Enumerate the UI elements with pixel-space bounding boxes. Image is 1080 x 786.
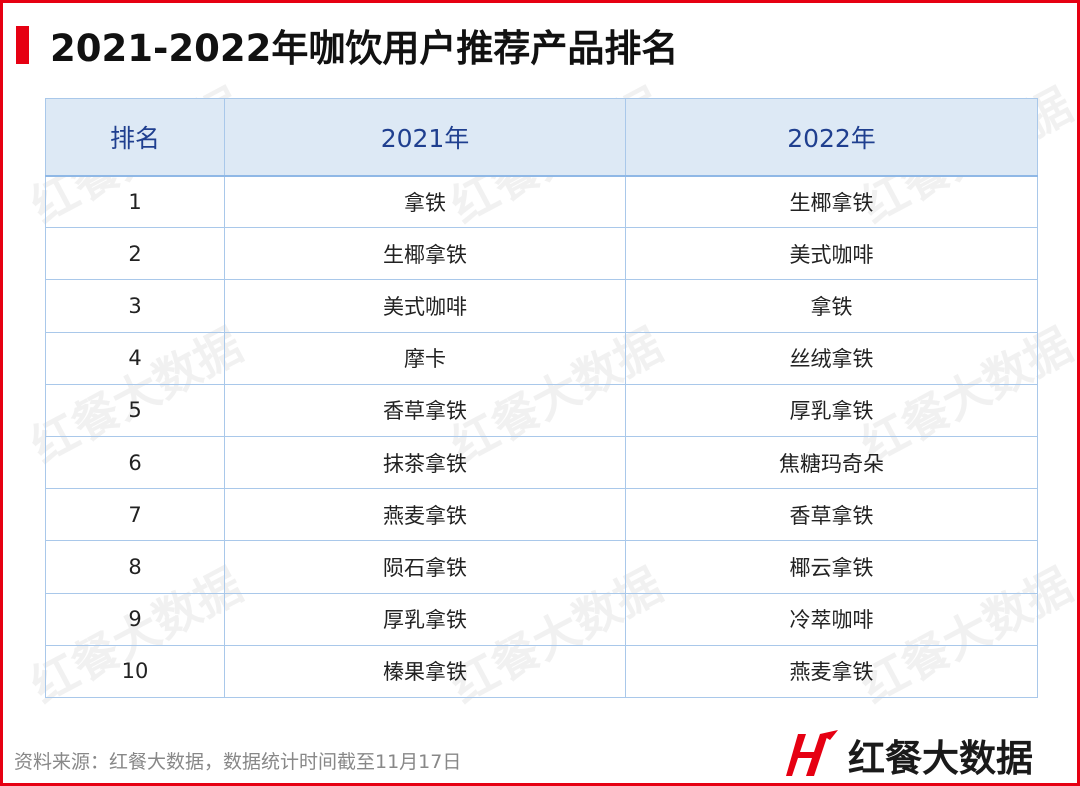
rank-cell: 9 bbox=[45, 592, 225, 646]
ranking-table: 排名 2021年 2022年 1 拿铁 生椰拿铁 2 生椰拿铁 美式咖啡 3 美式咖啡 拿铁 4 摩… bbox=[45, 98, 1038, 698]
table-row: 1 拿铁 生椰拿铁 bbox=[45, 174, 1038, 229]
table-header-row: 排名 2021年 2022年 bbox=[45, 98, 1038, 177]
cell-2021: 拿铁 bbox=[224, 174, 626, 229]
cell-2021: 榛果拿铁 bbox=[224, 644, 626, 698]
rank-cell: 7 bbox=[45, 488, 225, 542]
cell-2022: 美式咖啡 bbox=[625, 227, 1038, 281]
source-note: 资料来源：红餐大数据，数据统计时间截至11月17日 bbox=[14, 751, 462, 773]
table-row: 5 香草拿铁 厚乳拿铁 bbox=[45, 383, 1038, 437]
table-row: 3 美式咖啡 拿铁 bbox=[45, 279, 1038, 333]
rank-cell: 10 bbox=[45, 644, 225, 698]
rank-cell: 1 bbox=[45, 174, 225, 229]
cell-2021: 厚乳拿铁 bbox=[224, 592, 626, 646]
table-row: 7 燕麦拿铁 香草拿铁 bbox=[45, 488, 1038, 542]
cell-2021: 香草拿铁 bbox=[224, 383, 626, 437]
cell-2022: 香草拿铁 bbox=[625, 488, 1038, 542]
table-row: 2 生椰拿铁 美式咖啡 bbox=[45, 227, 1038, 281]
page-title: 2021-2022年咖饮用户推荐产品排名 bbox=[50, 27, 679, 70]
cell-2022: 厚乳拿铁 bbox=[625, 383, 1038, 437]
rank-cell: 2 bbox=[45, 227, 225, 281]
cell-2021: 生椰拿铁 bbox=[224, 227, 626, 281]
header-rank: 排名 bbox=[45, 98, 225, 177]
rank-cell: 6 bbox=[45, 435, 225, 490]
cell-2021: 抹茶拿铁 bbox=[224, 435, 626, 490]
cell-2022: 焦糖玛奇朵 bbox=[625, 435, 1038, 490]
logo-h-icon bbox=[786, 730, 838, 776]
rank-cell: 4 bbox=[45, 331, 225, 385]
title-accent-bar bbox=[16, 26, 29, 64]
cell-2022: 生椰拿铁 bbox=[625, 174, 1038, 229]
table-row: 9 厚乳拿铁 冷萃咖啡 bbox=[45, 592, 1038, 646]
rank-cell: 3 bbox=[45, 279, 225, 333]
cell-2022: 丝绒拿铁 bbox=[625, 331, 1038, 385]
table-row: 4 摩卡 丝绒拿铁 bbox=[45, 331, 1038, 385]
cell-2021: 摩卡 bbox=[224, 331, 626, 385]
brand-logo: 红餐大数据 bbox=[784, 728, 1033, 782]
cell-2021: 陨石拿铁 bbox=[224, 540, 626, 594]
table-row: 8 陨石拿铁 椰云拿铁 bbox=[45, 540, 1038, 594]
cell-2022: 燕麦拿铁 bbox=[625, 644, 1038, 698]
cell-2021: 燕麦拿铁 bbox=[224, 488, 626, 542]
cell-2021: 美式咖啡 bbox=[224, 279, 626, 333]
table-row: 6 抹茶拿铁 焦糖玛奇朵 bbox=[45, 435, 1038, 490]
cell-2022: 冷萃咖啡 bbox=[625, 592, 1038, 646]
rank-cell: 8 bbox=[45, 540, 225, 594]
table-row: 10 榛果拿铁 燕麦拿铁 bbox=[45, 644, 1038, 698]
cell-2022: 椰云拿铁 bbox=[625, 540, 1038, 594]
header-2021: 2021年 bbox=[224, 98, 626, 177]
header-2022: 2022年 bbox=[625, 98, 1038, 177]
rank-cell: 5 bbox=[45, 383, 225, 437]
cell-2022: 拿铁 bbox=[625, 279, 1038, 333]
logo-text: 红餐大数据 bbox=[848, 737, 1033, 780]
